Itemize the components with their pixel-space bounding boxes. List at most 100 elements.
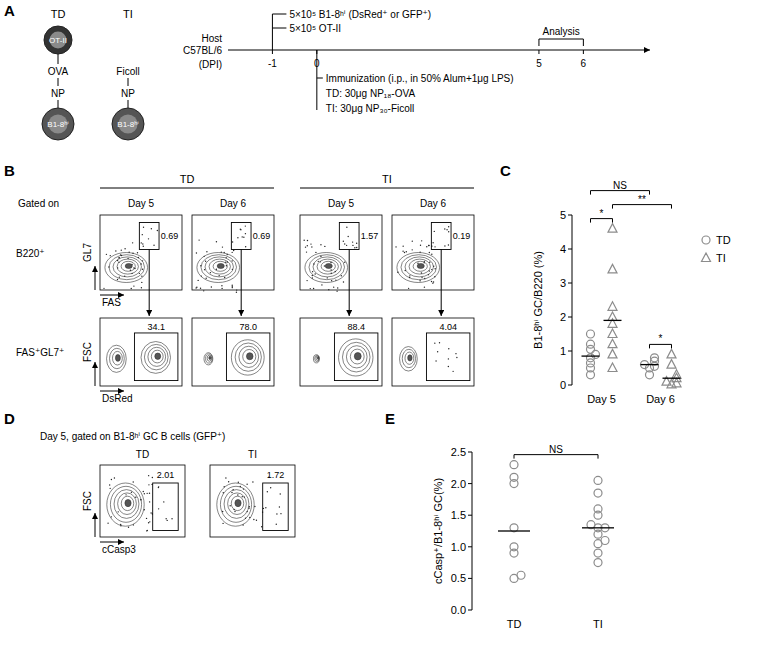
event-dot [205, 278, 206, 279]
event-dot [328, 289, 329, 290]
event-dot [148, 522, 149, 523]
event-dot [196, 287, 197, 288]
event-dot [307, 245, 308, 246]
gate [339, 223, 359, 250]
axis-arrow [95, 362, 96, 386]
point [587, 330, 595, 338]
event-dot [221, 288, 222, 289]
event-dot [148, 484, 149, 485]
legend-marker [702, 253, 711, 262]
legend-label: TD [716, 234, 731, 246]
event-dot [232, 285, 233, 286]
event-dot [230, 505, 231, 506]
event-dot [429, 252, 430, 253]
gate-percent: 1.57 [361, 231, 379, 241]
event-dot [232, 287, 233, 288]
label: 5×10⁵ OT-II [289, 23, 341, 34]
event-dot [346, 245, 347, 246]
gate [134, 333, 177, 381]
contour [206, 354, 213, 363]
contour [346, 346, 367, 368]
y-tick-label: 2.5 [451, 446, 466, 458]
contour [155, 353, 161, 359]
contour [118, 493, 137, 515]
event-dot [318, 261, 319, 262]
y-axis-label: cCasp⁺/B1-8ʰⁱ GC(%) [432, 478, 444, 584]
plot-frame [100, 215, 182, 290]
event-dot [421, 272, 422, 273]
y-tick-label: 4 [560, 243, 566, 255]
contour [315, 355, 319, 361]
event-dot [448, 348, 449, 349]
point [510, 461, 518, 469]
contour [228, 493, 247, 515]
event-dot [245, 225, 246, 226]
event-dot [197, 280, 198, 281]
event-dot [149, 521, 150, 522]
event-dot [434, 268, 435, 269]
y-tick [468, 452, 472, 453]
gate-percent: 88.4 [347, 322, 365, 332]
event-dot [356, 247, 357, 248]
plot-frame [192, 318, 274, 386]
point [608, 329, 617, 338]
y-tick-label: 0.5 [451, 572, 466, 584]
event-dot [166, 520, 167, 521]
event-dot [347, 236, 348, 237]
event-dot [428, 245, 429, 246]
label: Day 5, gated on B1-8ʰⁱ GC B cells (GFP⁺) [40, 431, 225, 442]
event-dot [327, 277, 328, 278]
event-dot [246, 484, 247, 485]
panel-label: D [4, 410, 15, 427]
event-dot [107, 522, 108, 523]
event-dot [237, 237, 238, 238]
event-dot [242, 236, 243, 237]
event-dot [446, 229, 447, 230]
gate-percent: 4.04 [439, 322, 457, 332]
event-dot [195, 287, 196, 288]
y-axis [472, 452, 473, 610]
event-dot [448, 226, 449, 227]
event-dot [245, 233, 246, 234]
label: Gated on [18, 198, 59, 209]
event-dot [132, 242, 133, 243]
point [608, 302, 617, 311]
point [608, 224, 617, 233]
event-dot [434, 342, 435, 343]
event-dot [408, 288, 409, 289]
contour [205, 257, 233, 277]
event-dot [404, 252, 405, 253]
point [594, 549, 602, 557]
point [608, 264, 617, 273]
event-dot [343, 281, 344, 282]
contour [243, 349, 256, 363]
event-dot [141, 287, 142, 288]
y-tick-label: 2.0 [451, 478, 466, 490]
label: Analysis [543, 26, 580, 37]
event-dot [352, 241, 353, 242]
significance-bracket [514, 455, 598, 459]
event-dot [256, 519, 257, 520]
event-dot [276, 513, 277, 514]
event-dot [412, 240, 413, 241]
point [594, 505, 602, 513]
event-dot [409, 275, 410, 276]
event-dot [252, 481, 253, 482]
group-label: TD [180, 173, 195, 185]
gate [431, 223, 451, 250]
contour [117, 259, 138, 274]
significance-bracket [591, 219, 613, 223]
plot-frame [300, 215, 382, 290]
event-dot [153, 245, 154, 246]
axis-label: GL7 [82, 243, 93, 262]
event-dot [106, 254, 107, 255]
event-dot [431, 281, 432, 282]
contour [316, 356, 319, 360]
group-underline [300, 188, 474, 189]
event-dot [310, 288, 311, 289]
contour [148, 347, 166, 366]
event-dot [121, 249, 122, 250]
event-dot [222, 523, 223, 524]
panel-label: B [4, 162, 15, 179]
significance-label: NS [613, 180, 627, 191]
